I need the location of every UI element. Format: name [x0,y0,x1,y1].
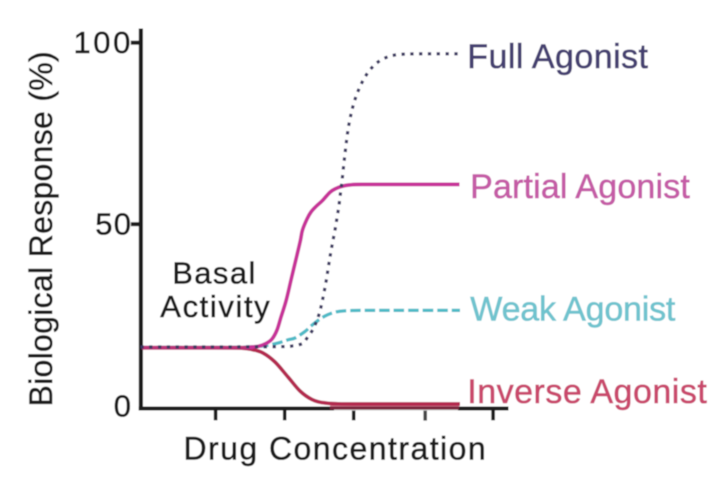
svg-text:Full Agonist: Full Agonist [467,38,648,76]
svg-text:Drug Concentration: Drug Concentration [184,430,488,466]
svg-text:Activity: Activity [160,289,271,324]
svg-text:Inverse Agonist: Inverse Agonist [467,373,707,411]
svg-text:0: 0 [114,389,131,424]
svg-text:Basal: Basal [172,256,257,291]
svg-text:Weak Agonist: Weak Agonist [470,290,676,328]
svg-text:50: 50 [95,206,132,241]
svg-text:100: 100 [73,25,133,60]
svg-text:Biological Response (%): Biological Response (%) [23,51,59,407]
svg-text:Partial Agonist: Partial Agonist [470,168,690,206]
